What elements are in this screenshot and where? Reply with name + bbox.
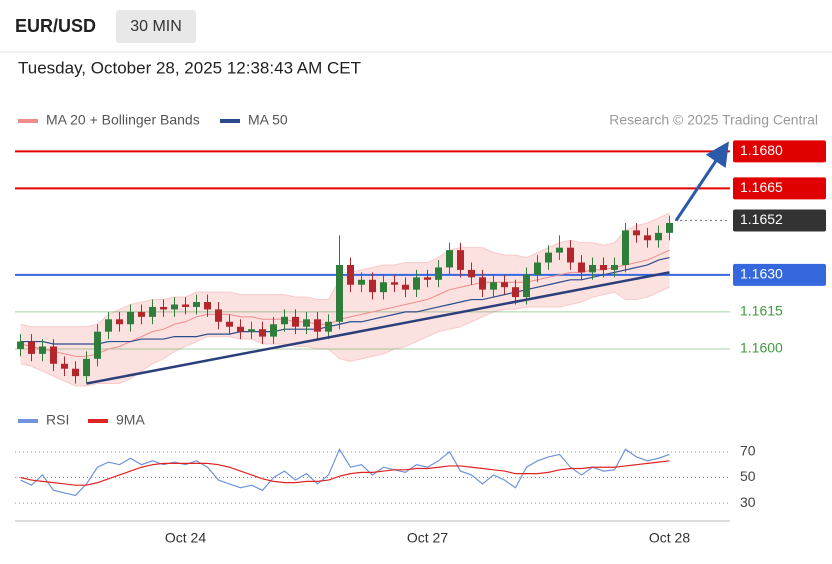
candle-body [314, 319, 321, 332]
candle-body [28, 341, 35, 354]
candle-body [237, 326, 244, 332]
x-tick-label: Oct 28 [649, 530, 690, 546]
candle-body [622, 230, 629, 265]
candle-body [424, 277, 431, 280]
legend-swatch [220, 119, 240, 123]
candle-body [468, 269, 475, 278]
candle-body [325, 321, 332, 332]
level-label: 1.1630 [740, 266, 783, 282]
source: Research © 2025 Trading Central [609, 112, 818, 128]
candle-body [380, 282, 387, 293]
x-tick-label: Oct 24 [165, 530, 206, 546]
level-label: 1.1615 [740, 303, 783, 319]
candle-body [655, 232, 662, 241]
candle-body [182, 304, 189, 307]
rsi-line [20, 460, 670, 486]
timeframe-box [116, 10, 196, 43]
candle-body [545, 252, 552, 263]
symbol: EUR/USD [15, 16, 96, 36]
level-box [733, 140, 826, 163]
candle-body [666, 222, 673, 233]
candle-body [303, 319, 310, 327]
bollinger-lower [20, 286, 670, 387]
candle-body [413, 277, 420, 290]
candle-body [17, 341, 24, 349]
candle-body [446, 250, 453, 268]
y-tick-label: 70 [740, 443, 756, 459]
candle-body [248, 329, 255, 332]
bollinger-band [20, 213, 670, 386]
candle-body [204, 302, 211, 310]
candle-body [215, 309, 222, 322]
x-tick-label: Oct 27 [407, 530, 448, 546]
candle-body [523, 274, 530, 298]
candle-body [358, 279, 365, 285]
y-tick-label: 50 [740, 468, 756, 484]
candle-body [556, 247, 563, 253]
timestamp: Tuesday, October 28, 2025 12:38:43 AM CE… [18, 58, 361, 77]
candle-body [633, 230, 640, 236]
candle-body [259, 329, 266, 337]
legend-swatch [18, 419, 38, 423]
candle-body [116, 319, 123, 325]
candle-body [578, 262, 585, 273]
level-box [733, 209, 826, 232]
candle-body [127, 311, 134, 325]
candle-body [479, 277, 486, 290]
legend-label: MA 50 [248, 112, 288, 128]
legend-label: RSI [46, 412, 69, 428]
candle-body [149, 306, 156, 317]
candle-body [193, 302, 200, 307]
candle-body [39, 346, 46, 354]
level-box [733, 177, 826, 200]
candle-body [435, 267, 442, 280]
candle-body [567, 247, 574, 263]
candle-body [83, 358, 90, 377]
timeframe: 30 MIN [130, 18, 182, 35]
candle-body [369, 279, 376, 293]
candle-body [226, 321, 233, 327]
y-tick-label: 30 [740, 494, 756, 510]
legend-label: 9MA [116, 412, 145, 428]
legend-swatch [88, 419, 108, 423]
candle-body [611, 264, 618, 270]
candle-body [501, 282, 508, 288]
candle-body [512, 287, 519, 298]
level-label: 1.1665 [740, 179, 783, 195]
level-box [733, 263, 826, 286]
candle-body [600, 264, 607, 270]
ma20-line [20, 249, 670, 357]
candle-body [138, 311, 145, 317]
candle-body [457, 250, 464, 270]
candle-body [292, 316, 299, 327]
candle-body [160, 306, 167, 310]
forecast-arrow [674, 141, 729, 222]
candle-body [171, 304, 178, 310]
candle-body [94, 331, 101, 359]
trendline [86, 271, 670, 385]
candle-body [589, 264, 596, 273]
legend-label: MA 20 + Bollinger Bands [46, 112, 200, 128]
candle-body [50, 346, 57, 364]
candle-body [270, 324, 277, 337]
candle-body [61, 363, 68, 369]
rsi-line [20, 447, 670, 497]
level-label: 1.1680 [740, 142, 783, 158]
candle-body [336, 264, 343, 322]
candle-body [281, 316, 288, 325]
legend-swatch [18, 119, 38, 123]
level-label: 1.1600 [740, 340, 783, 356]
candle-body [644, 235, 651, 241]
bollinger-upper [20, 212, 670, 328]
candle-body [490, 282, 497, 290]
ma50-line [20, 256, 670, 345]
candle-body [347, 264, 354, 285]
candle-body [391, 282, 398, 285]
candle-body [402, 284, 409, 290]
level-label: 1.1652 [740, 211, 783, 227]
candle-body [105, 319, 112, 332]
candle-body [534, 262, 541, 275]
candle-body [72, 368, 79, 377]
